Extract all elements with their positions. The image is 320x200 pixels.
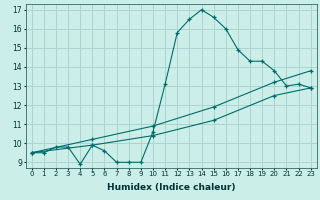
X-axis label: Humidex (Indice chaleur): Humidex (Indice chaleur) [107,183,236,192]
